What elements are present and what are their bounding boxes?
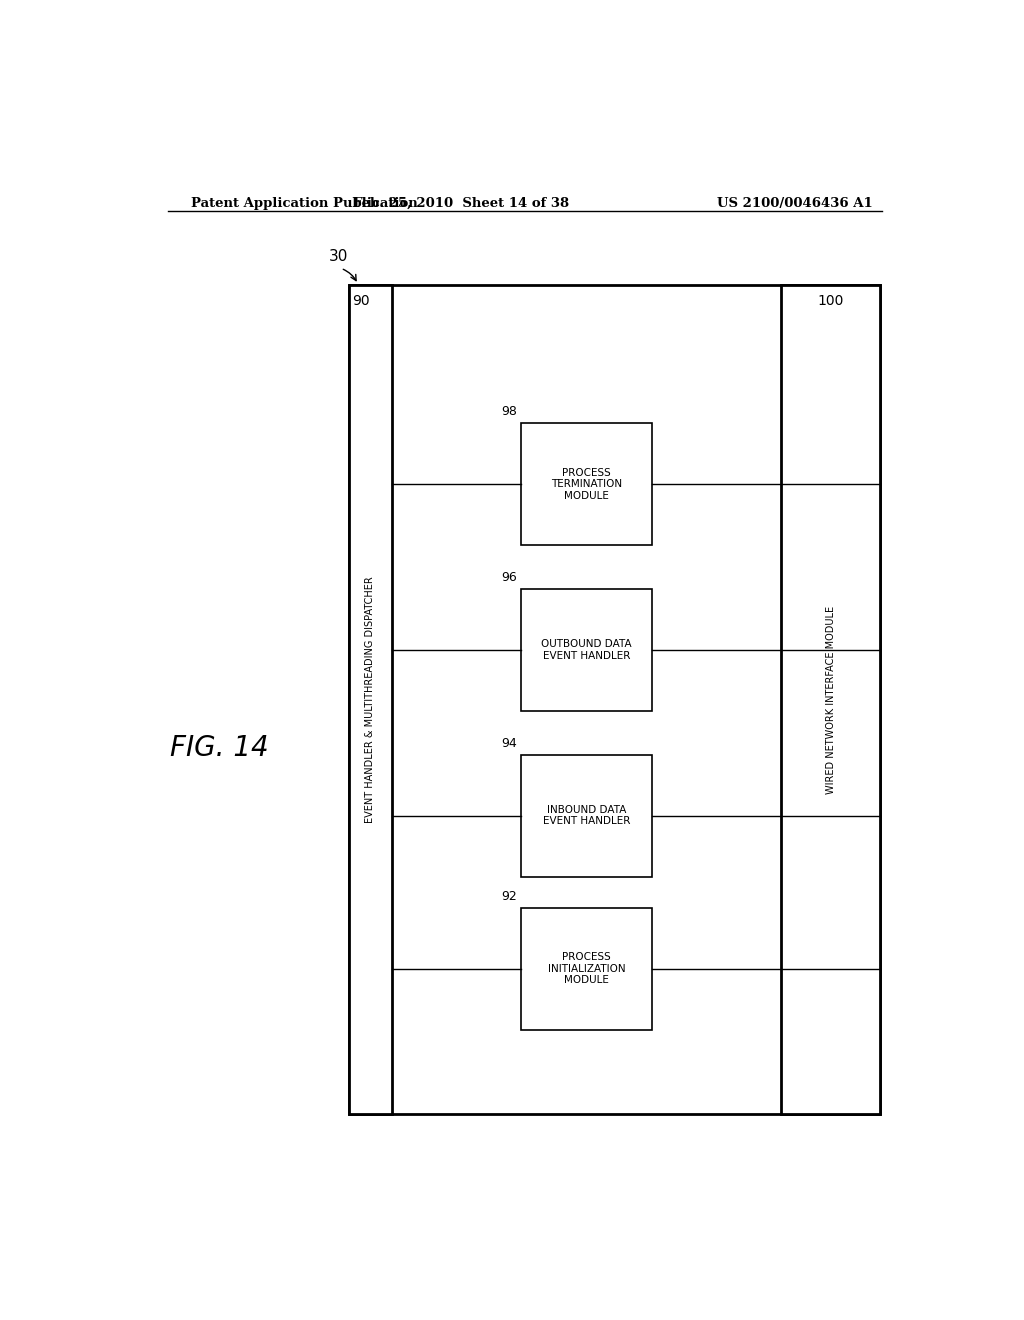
Text: FIG. 14: FIG. 14 [170,734,268,762]
Text: 100: 100 [817,293,844,308]
Text: US 2100/0046436 A1: US 2100/0046436 A1 [717,197,872,210]
Text: 90: 90 [352,293,371,308]
Text: WIRED NETWORK INTERFACE MODULE: WIRED NETWORK INTERFACE MODULE [825,606,836,793]
Text: 94: 94 [502,737,517,750]
Text: 30: 30 [329,249,348,264]
Bar [521,424,652,545]
Bar [348,285,881,1114]
Text: EVENT HANDLER & MULTITHREADING DISPATCHER: EVENT HANDLER & MULTITHREADING DISPATCHE… [366,577,376,822]
Text: OUTBOUND DATA
EVENT HANDLER: OUTBOUND DATA EVENT HANDLER [542,639,632,661]
Text: INBOUND DATA
EVENT HANDLER: INBOUND DATA EVENT HANDLER [543,805,631,826]
Text: Patent Application Publication: Patent Application Publication [191,197,418,210]
Bar [521,755,652,876]
Bar [521,908,652,1030]
Text: 92: 92 [502,890,517,903]
Bar [521,589,652,711]
Text: PROCESS
INITIALIZATION
MODULE: PROCESS INITIALIZATION MODULE [548,952,626,986]
Text: 98: 98 [502,405,517,418]
Bar [348,285,392,1114]
Bar [781,285,881,1114]
Text: PROCESS
TERMINATION
MODULE: PROCESS TERMINATION MODULE [551,467,623,500]
Text: Feb. 25, 2010  Sheet 14 of 38: Feb. 25, 2010 Sheet 14 of 38 [353,197,569,210]
Text: 96: 96 [502,570,517,583]
